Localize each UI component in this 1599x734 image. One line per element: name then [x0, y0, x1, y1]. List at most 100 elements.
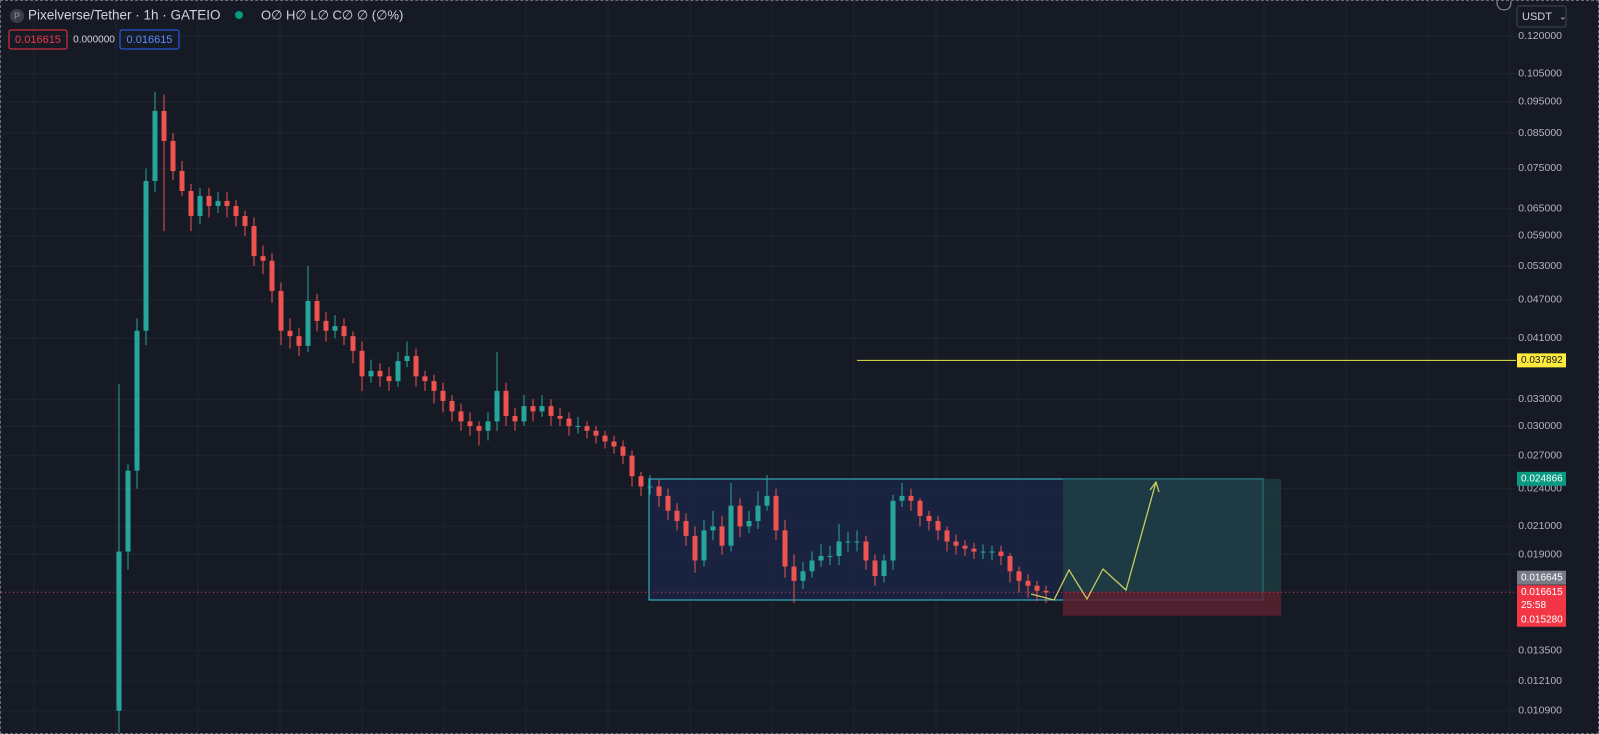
price-badge: [1517, 570, 1566, 585]
dropdown-caret[interactable]: ⌄: [1559, 11, 1567, 21]
candle-body: [953, 541, 959, 546]
candle-body: [1043, 590, 1049, 593]
candle-body: [134, 330, 140, 471]
position-target-zone: [1063, 478, 1281, 592]
candle-body: [638, 476, 644, 487]
price-badge-label: 0.016615: [1521, 587, 1563, 598]
y-tick-label: 0.041000: [1518, 332, 1562, 344]
candle-body: [971, 548, 977, 552]
candle-body: [854, 541, 860, 543]
candle-body: [827, 555, 833, 557]
candle-body: [629, 455, 635, 477]
candle-body: [665, 495, 671, 511]
ohlc-legend: O∅ H∅ L∅ C∅ ∅ (∅%): [261, 7, 403, 22]
candle-body: [188, 191, 194, 217]
grid: [1, 1, 1516, 733]
candle-body: [395, 361, 401, 382]
candle-body: [494, 390, 500, 422]
candle-body: [935, 521, 941, 531]
candle-body: [593, 430, 599, 436]
y-tick-label: 0.019000: [1518, 548, 1562, 560]
currency-select[interactable]: [1516, 5, 1567, 28]
candle-body: [233, 206, 239, 217]
y-tick-label: 0.013500: [1518, 644, 1562, 656]
candle-body: [944, 530, 950, 542]
drawings: [1, 359, 1516, 616]
candle-body: [386, 376, 392, 382]
candle-body: [359, 350, 365, 377]
candle-body: [332, 326, 338, 331]
candle-body: [917, 500, 923, 516]
y-tick-label: 0.120000: [1518, 30, 1562, 42]
y-tick-label: 0.033000: [1518, 393, 1562, 405]
candle-body: [224, 200, 230, 207]
candle-body: [737, 505, 743, 527]
candle-body: [764, 495, 770, 506]
projection-arrow: [1149, 480, 1160, 493]
candle-body: [287, 330, 293, 337]
axis: 0.120000 0.105000 0.095000 0.085000 0.075000…: [1518, 30, 1562, 717]
candle-body: [1025, 580, 1031, 586]
candle-body: [269, 260, 275, 291]
candle-body: [683, 521, 689, 536]
currency-label[interactable]: USDT: [1522, 11, 1552, 23]
candle-body: [1034, 585, 1040, 591]
candle-body: [305, 300, 311, 346]
y-tick-label: 0.021000: [1518, 520, 1562, 532]
add-button[interactable]: [1496, 1, 1512, 11]
candle-body: [611, 441, 617, 447]
candle-body: [242, 216, 248, 227]
price-badge: [1517, 353, 1566, 368]
y-tick-label: 0.027000: [1518, 449, 1562, 461]
candle-body: [260, 256, 266, 261]
candle-body: [809, 560, 815, 572]
ask-value: 0.016615: [127, 34, 173, 46]
candle-body: [449, 400, 455, 412]
candle-body: [566, 418, 572, 427]
y-tick-label: 0.059000: [1518, 230, 1562, 242]
candle-body: [116, 551, 122, 711]
candle-body: [782, 530, 788, 567]
candle-body: [350, 336, 356, 351]
candle-body: [1016, 571, 1022, 581]
candle-body: [989, 551, 995, 553]
price-badges: 0.037892 0.024866 0.016645 0.016615 25:58 0.0…: [1517, 353, 1566, 627]
price-badge-label: 0.016645: [1521, 572, 1563, 583]
y-tick-label: 0.030000: [1518, 420, 1562, 432]
candles: [116, 91, 1049, 733]
projection-path: [1030, 481, 1157, 601]
candle-body: [548, 406, 554, 416]
candle-body: [998, 551, 1004, 556]
candle-body: [602, 435, 608, 442]
chart-title[interactable]: Pixelverse/Tether · 1h · GATEIO: [28, 8, 221, 23]
candle-body: [701, 530, 707, 561]
price-badge: [1517, 612, 1566, 627]
candle-body: [926, 515, 932, 522]
candle-body: [791, 566, 797, 581]
candle-body: [341, 326, 347, 337]
candle-body: [152, 110, 158, 182]
candle-body: [881, 560, 887, 577]
candle-body: [557, 415, 563, 419]
candle-body: [440, 390, 446, 401]
candle-body: [197, 195, 203, 217]
candle-body: [503, 390, 509, 416]
candle-body: [899, 495, 905, 501]
candle-body: [125, 470, 131, 552]
status-dot: [235, 11, 243, 19]
candle-body: [692, 535, 698, 561]
candle-body: [143, 181, 149, 331]
price-badge-label: 0.037892: [1521, 355, 1563, 366]
candle-body: [728, 505, 734, 546]
candle-body: [413, 355, 419, 377]
candle-body: [404, 355, 410, 362]
candle-body: [485, 421, 491, 431]
candle-body: [458, 411, 464, 422]
symbol-icon-letter: P: [14, 11, 20, 21]
candle-body: [620, 446, 626, 456]
candle-body: [170, 140, 176, 172]
candle-body: [872, 560, 878, 577]
candle-body: [980, 551, 986, 553]
candle-body: [818, 555, 824, 561]
